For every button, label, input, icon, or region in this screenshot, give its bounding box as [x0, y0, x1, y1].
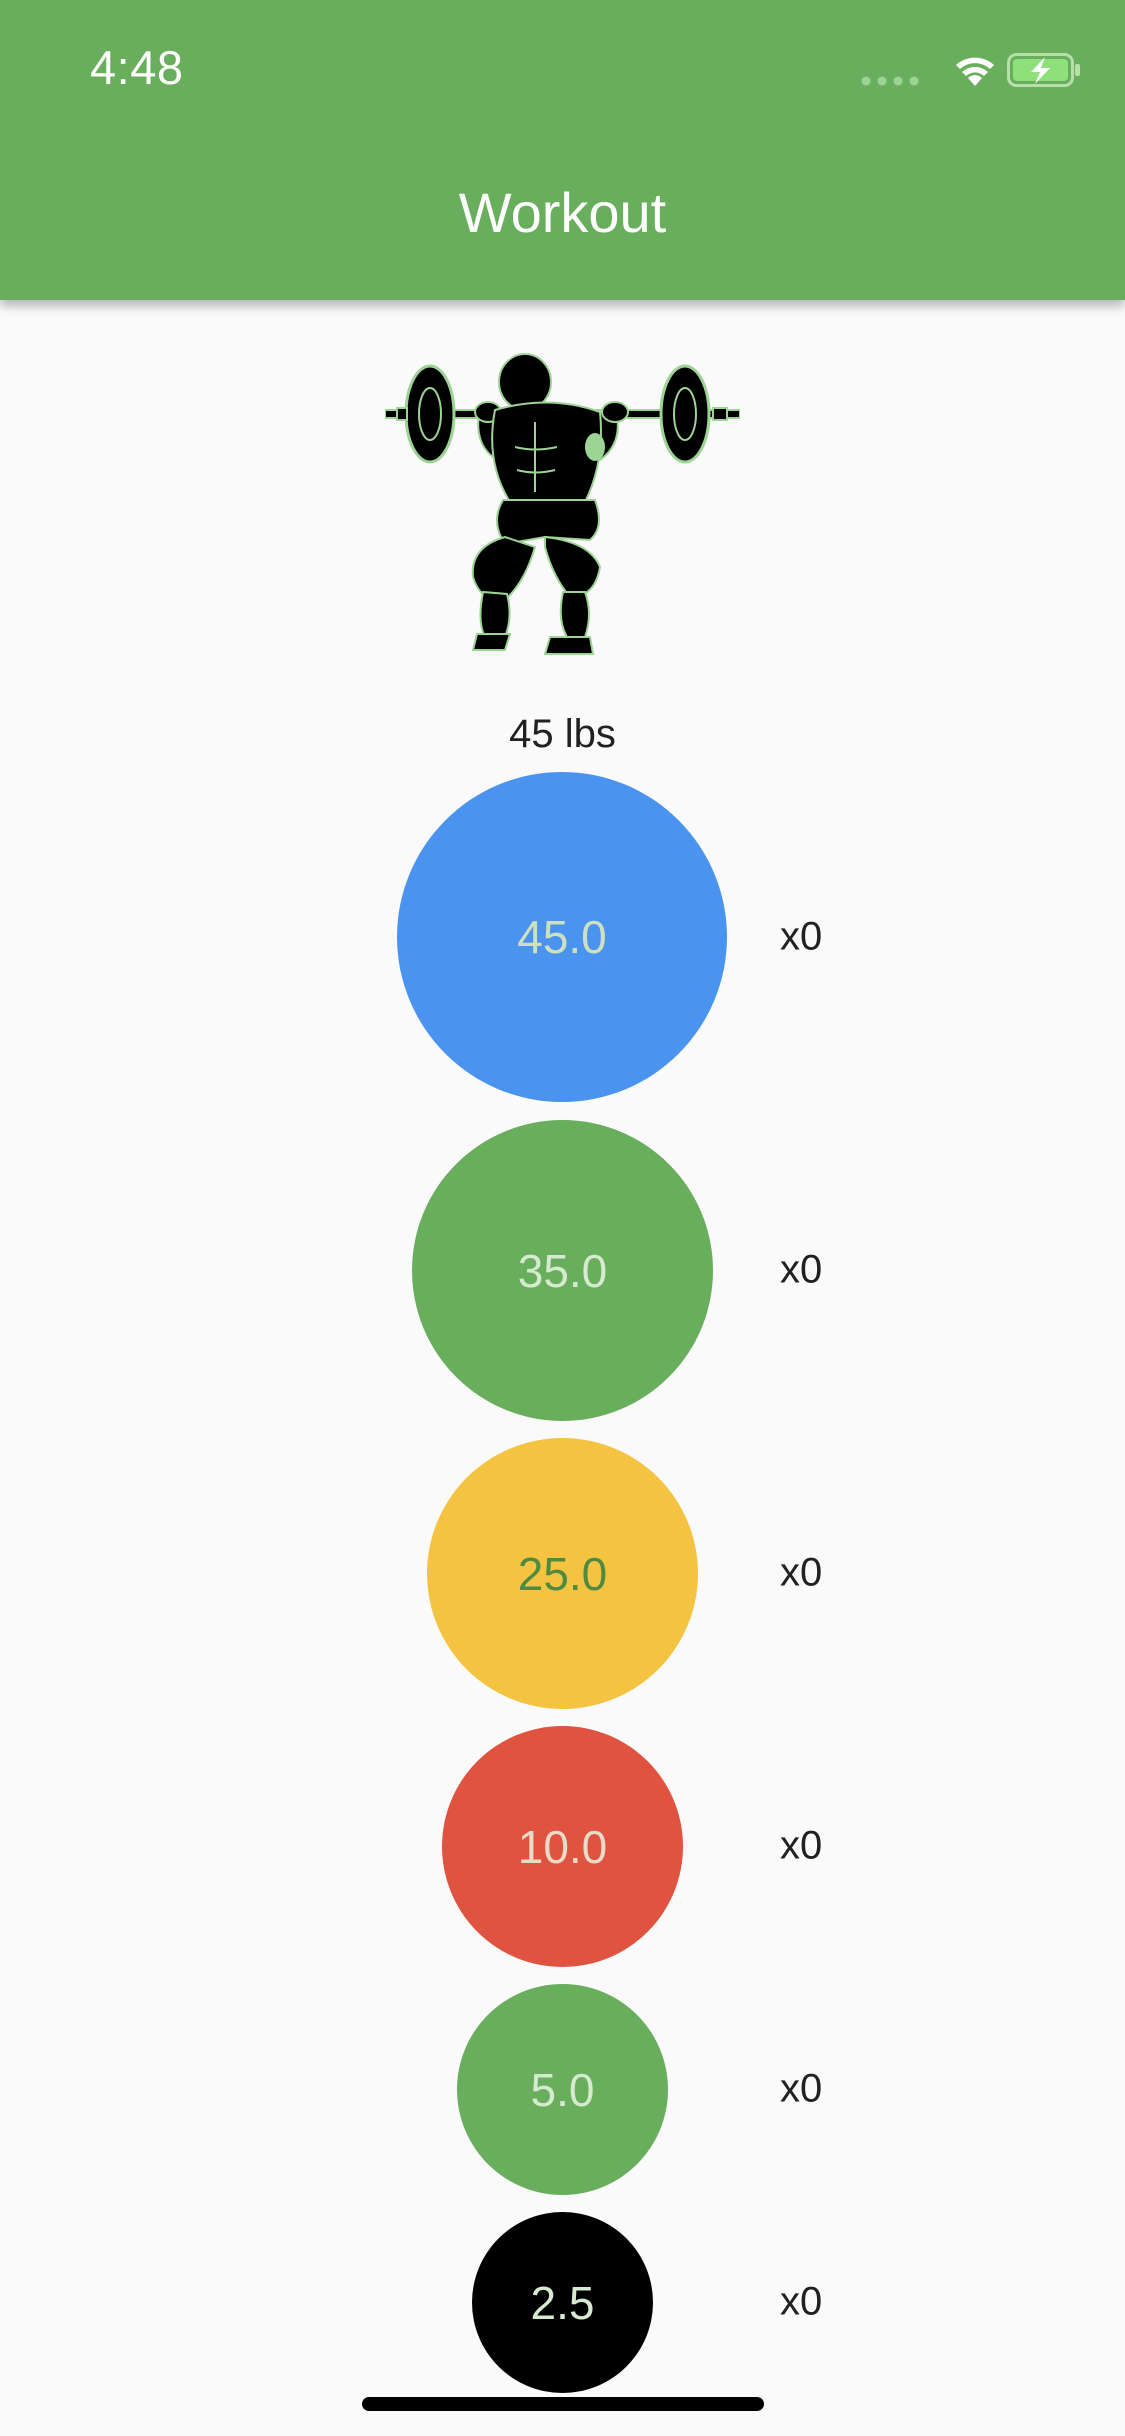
plate-25-button[interactable]: 25.0: [427, 1438, 698, 1709]
home-indicator[interactable]: [362, 2397, 764, 2411]
plate-weight-label: 10.0: [517, 1820, 608, 1873]
app-bar: 4:48 Workout: [0, 0, 1125, 300]
plate-10-button[interactable]: 10.0: [442, 1726, 683, 1967]
status-icons: [860, 48, 1085, 88]
plate-weight-label: 45.0: [517, 911, 607, 963]
barbell-squat-figure-icon: [384, 352, 741, 657]
plate-2-5-button[interactable]: 2.5: [472, 2212, 653, 2393]
plate-weight-label: 25.0: [517, 1547, 608, 1600]
plate-weight-label: 2.5: [530, 2276, 595, 2329]
status-time: 4:48: [90, 41, 184, 94]
plate-45-button[interactable]: 45.0: [397, 772, 727, 1102]
plate-35-button[interactable]: 35.0: [412, 1120, 713, 1421]
cellular-signal-icon: [861, 76, 919, 86]
battery-charging-icon: [1007, 53, 1080, 87]
total-weight-label: 45 lbs: [509, 712, 616, 756]
plate-45-count: x0: [780, 914, 823, 959]
plate-5-count: x0: [780, 2066, 823, 2111]
wifi-icon: [956, 57, 994, 86]
plate-10-count: x0: [780, 1823, 823, 1868]
app-title: Workout: [458, 181, 667, 244]
plate-5-button[interactable]: 5.0: [457, 1984, 668, 2195]
plate-weight-label: 5.0: [530, 2063, 595, 2116]
plate-25-count: x0: [780, 1550, 823, 1595]
plate-2-5-count: x0: [780, 2279, 823, 2324]
plate-weight-label: 35.0: [517, 1244, 608, 1297]
plate-35-count: x0: [780, 1247, 823, 1292]
